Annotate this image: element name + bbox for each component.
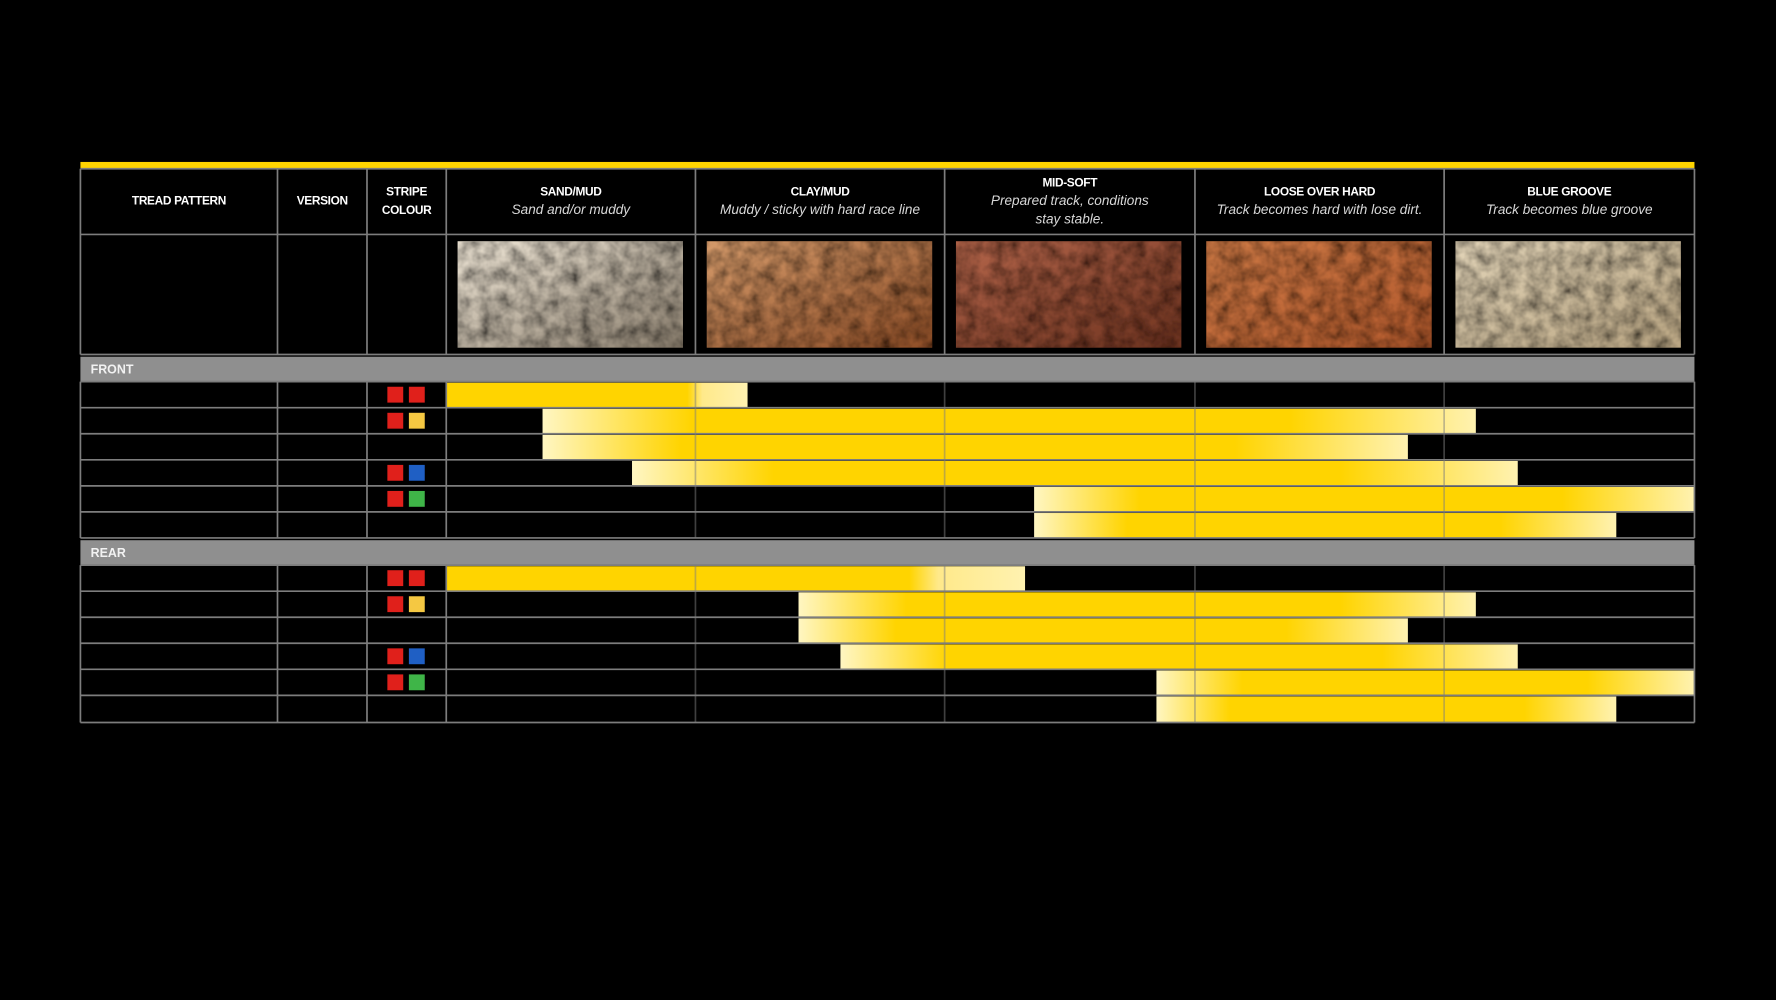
stripe-swatch [387, 412, 404, 429]
stripe-swatch [387, 464, 404, 481]
terrain-image [1206, 241, 1432, 348]
terrain-image [457, 241, 683, 348]
range-bar [1034, 513, 1617, 538]
range-bar [446, 566, 1026, 592]
stripe-swatch [387, 674, 404, 691]
section-label: REAR [91, 546, 126, 560]
stripe-swatch [408, 596, 425, 613]
column-title: CLAY/MUD [791, 185, 851, 199]
range-bar [1034, 486, 1695, 512]
column-subtitle: Muddy / sticky with hard race line [720, 202, 920, 217]
section-band [80, 540, 1695, 566]
section-band [80, 356, 1695, 382]
column-title: BLUE GROOVE [1527, 185, 1611, 199]
range-bar [632, 460, 1518, 486]
stripe-swatch [408, 386, 425, 403]
stripe-swatch [387, 648, 404, 665]
terrain-image [1455, 241, 1681, 348]
column-title: STRIPE [386, 185, 427, 199]
range-bar [798, 592, 1476, 618]
section-label: FRONT [91, 363, 134, 377]
range-bar [798, 618, 1408, 644]
stripe-swatch [408, 490, 425, 507]
range-bar [1156, 670, 1695, 696]
stripe-swatch [387, 490, 404, 507]
column-title: COLOUR [382, 203, 432, 217]
column-subtitle: Track becomes hard with lose dirt. [1217, 202, 1423, 217]
range-bar [542, 408, 1476, 434]
terrain-image [955, 241, 1182, 348]
stripe-swatch [408, 464, 425, 481]
stripe-swatch [408, 648, 425, 665]
column-title: MID-SOFT [1042, 176, 1098, 190]
column-subtitle: Track becomes blue groove [1486, 202, 1653, 217]
column-title: TREAD PATTERN [132, 194, 226, 208]
terrain-image [706, 241, 933, 348]
stripe-swatch [387, 596, 404, 613]
column-title: LOOSE OVER HARD [1264, 185, 1376, 199]
stripe-swatch [408, 570, 425, 587]
column-subtitle: stay stable. [1035, 211, 1104, 226]
range-bar [840, 644, 1518, 670]
range-bar [1156, 696, 1617, 723]
range-bar [542, 434, 1408, 460]
accent-bar [80, 161, 1695, 169]
stripe-swatch [408, 674, 425, 691]
column-subtitle: Prepared track, conditions [991, 193, 1149, 208]
stripe-swatch [387, 386, 404, 403]
column-title: VERSION [297, 194, 348, 208]
range-bar [446, 382, 748, 408]
stripe-swatch [387, 570, 404, 587]
column-title: SAND/MUD [540, 185, 602, 199]
column-subtitle: Sand and/or muddy [512, 202, 632, 217]
stripe-swatch [408, 412, 425, 429]
